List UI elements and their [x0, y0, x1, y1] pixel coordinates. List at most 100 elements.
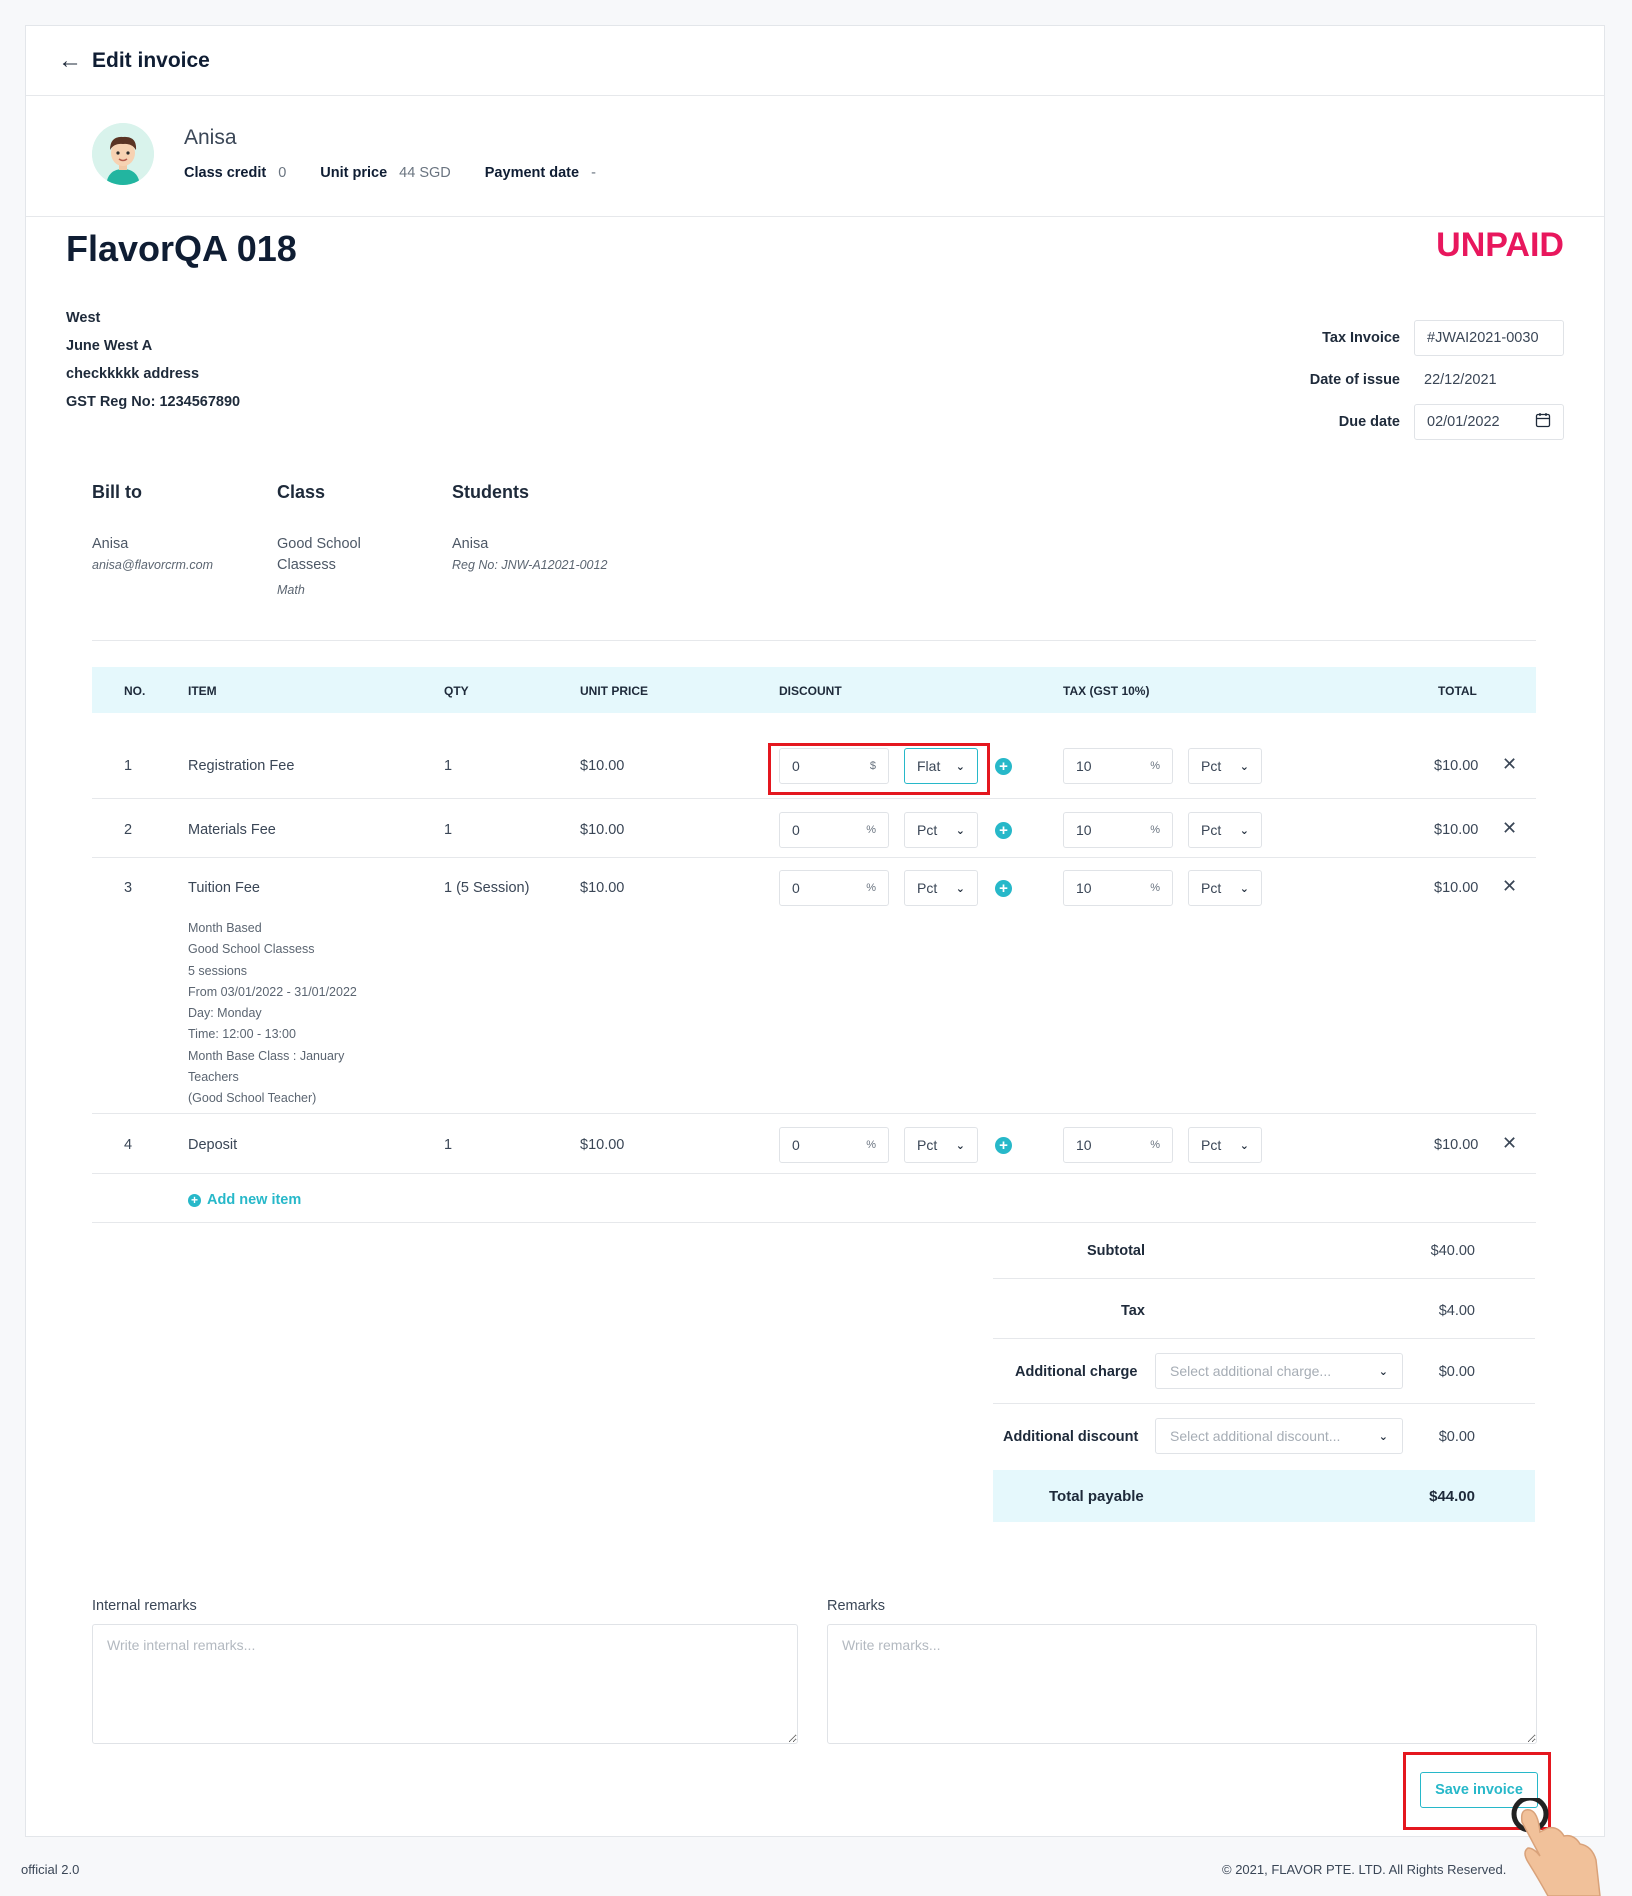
tax-invoice-row: Tax Invoice #JWAI2021-0030 — [1322, 320, 1564, 356]
row-no: 4 — [124, 1137, 133, 1153]
row-qty: 1 (5 Session) — [444, 880, 530, 896]
student-info: Anisa Reg No: JNW-A12021-0012 — [452, 534, 607, 576]
discount-input[interactable]: 0 % — [779, 1127, 889, 1163]
class-label: Class — [277, 482, 326, 502]
item-details: Month Based Good School Classess 5 sessi… — [188, 918, 357, 1110]
row-no: 1 — [124, 758, 133, 774]
company-address: West June West A checkkkkk address GST R… — [66, 304, 240, 416]
tax-value: 10 — [1076, 758, 1092, 774]
due-date-field[interactable]: 02/01/2022 — [1414, 404, 1564, 440]
divider — [92, 1222, 1536, 1223]
chevron-down-icon: ⌄ — [1239, 882, 1249, 895]
detail-line: Month Based — [188, 921, 262, 935]
tax-invoice-field[interactable]: #JWAI2021-0030 — [1414, 320, 1564, 356]
discount-value: 0 — [792, 1137, 800, 1153]
class-subject: Math — [277, 583, 305, 597]
tax-type-select[interactable]: Pct ⌄ — [1188, 870, 1262, 906]
add-discount-icon[interactable]: + — [995, 758, 1012, 775]
address-line: GST Reg No: 1234567890 — [66, 394, 241, 410]
col-unit-price: UNIT PRICE — [580, 684, 649, 698]
internal-remarks-textarea[interactable] — [92, 1624, 798, 1744]
discount-type-select[interactable]: Pct ⌄ — [904, 870, 978, 906]
due-date-label: Due date — [1338, 414, 1400, 430]
row-qty: 1 — [444, 1137, 453, 1153]
add-new-item-button[interactable]: + Add new item — [188, 1192, 301, 1208]
app-version: official 2.0 — [21, 1862, 80, 1877]
address-line: checkkkkk address — [66, 366, 200, 382]
tax-type-value: Pct — [1201, 880, 1222, 896]
additional-charge-select[interactable]: Select additional charge... ⌄ — [1155, 1353, 1403, 1389]
student-list-name: Anisa — [452, 536, 489, 552]
discount-type-value: Pct — [917, 880, 938, 896]
address-line: West — [66, 310, 101, 326]
chevron-down-icon: ⌄ — [955, 760, 965, 773]
tax-input[interactable]: 10 % — [1063, 748, 1173, 784]
tax-input[interactable]: 10 % — [1063, 870, 1173, 906]
remarks-textarea[interactable] — [827, 1624, 1537, 1744]
add-discount-icon[interactable]: + — [995, 822, 1012, 839]
tax-type-select[interactable]: Pct ⌄ — [1188, 1127, 1262, 1163]
highlight-box — [1403, 1752, 1551, 1830]
tax-input[interactable]: 10 % — [1063, 812, 1173, 848]
address-line: June West A — [66, 338, 153, 354]
discount-input[interactable]: 0 $ — [779, 748, 889, 784]
tax-type-select[interactable]: Pct ⌄ — [1188, 812, 1262, 848]
close-icon[interactable]: ✕ — [1502, 876, 1518, 896]
subtotal-label: Subtotal — [1087, 1243, 1145, 1259]
row-item: Materials Fee — [188, 822, 276, 838]
row-item: Deposit — [188, 1137, 238, 1153]
row-unit-price: $10.00 — [580, 758, 625, 774]
close-icon[interactable]: ✕ — [1502, 818, 1518, 838]
bill-to-info: Anisa anisa@flavorcrm.com — [92, 534, 213, 576]
tax-value: 10 — [1076, 822, 1092, 838]
row-qty: 1 — [444, 822, 453, 838]
chevron-down-icon: ⌄ — [1239, 824, 1249, 837]
discount-input[interactable]: 0 % — [779, 812, 889, 848]
close-icon[interactable]: ✕ — [1502, 754, 1518, 774]
tax-total-value: $4.00 — [1438, 1303, 1475, 1319]
additional-discount-placeholder: Select additional discount... — [1170, 1428, 1341, 1444]
additional-charge-label: Additional charge — [1015, 1364, 1138, 1380]
total-payable-row: Total payable $44.00 — [993, 1470, 1535, 1522]
calendar-icon[interactable] — [1535, 412, 1551, 432]
add-discount-icon[interactable]: + — [995, 1137, 1012, 1154]
date-issue-label: Date of issue — [1309, 372, 1400, 388]
discount-type-select[interactable]: Pct ⌄ — [904, 1127, 978, 1163]
detail-line: (Good School Teacher) — [188, 1091, 317, 1106]
additional-discount-value: $0.00 — [1438, 1429, 1475, 1445]
row-total: $10.00 — [1434, 880, 1479, 896]
close-icon[interactable]: ✕ — [1502, 1133, 1518, 1153]
row-item: Tuition Fee — [188, 880, 260, 896]
additional-charge-value: $0.00 — [1438, 1364, 1475, 1380]
subtotal-value: $40.00 — [1430, 1243, 1475, 1259]
detail-line: From 03/01/2022 - 31/01/2022 — [188, 984, 357, 999]
row-total: $10.00 — [1434, 758, 1479, 774]
tax-row: Tax $4.00 — [993, 1279, 1535, 1339]
add-discount-icon[interactable]: + — [995, 880, 1012, 897]
total-payable-value: $44.00 — [1429, 1488, 1475, 1505]
discount-type-value: Pct — [917, 1137, 938, 1153]
status-badge: UNPAID — [1436, 226, 1564, 264]
chevron-down-icon: ⌄ — [1378, 1430, 1388, 1443]
arrow-left-icon[interactable]: ← — [58, 46, 82, 74]
tax-input[interactable]: 10 % — [1063, 1127, 1173, 1163]
bill-to-label: Bill to — [92, 482, 142, 502]
detail-line: Teachers — [188, 1070, 239, 1085]
row-item: Registration Fee — [188, 758, 295, 774]
tax-type-value: Pct — [1201, 1137, 1222, 1153]
discount-type-select[interactable]: Pct ⌄ — [904, 812, 978, 848]
discount-type-select[interactable]: Flat ⌄ — [904, 748, 978, 784]
additional-discount-label: Additional discount — [1003, 1429, 1139, 1445]
discount-input[interactable]: 0 % — [779, 870, 889, 906]
detail-line: Day: Monday — [188, 1006, 262, 1021]
row-total: $10.00 — [1434, 1137, 1479, 1153]
tax-unit: % — [1150, 882, 1160, 894]
tax-label: Tax — [1121, 1303, 1145, 1319]
additional-discount-select[interactable]: Select additional discount... ⌄ — [1155, 1418, 1403, 1454]
tax-type-select[interactable]: Pct ⌄ — [1188, 748, 1262, 784]
col-discount: DISCOUNT — [779, 684, 842, 698]
chevron-down-icon: ⌄ — [955, 1139, 965, 1152]
copyright: © 2021, FLAVOR PTE. LTD. All Rights Rese… — [1222, 1862, 1507, 1877]
student-reg-no: Reg No: JNW-A12021-0012 — [452, 558, 608, 572]
discount-value: 0 — [792, 758, 800, 774]
